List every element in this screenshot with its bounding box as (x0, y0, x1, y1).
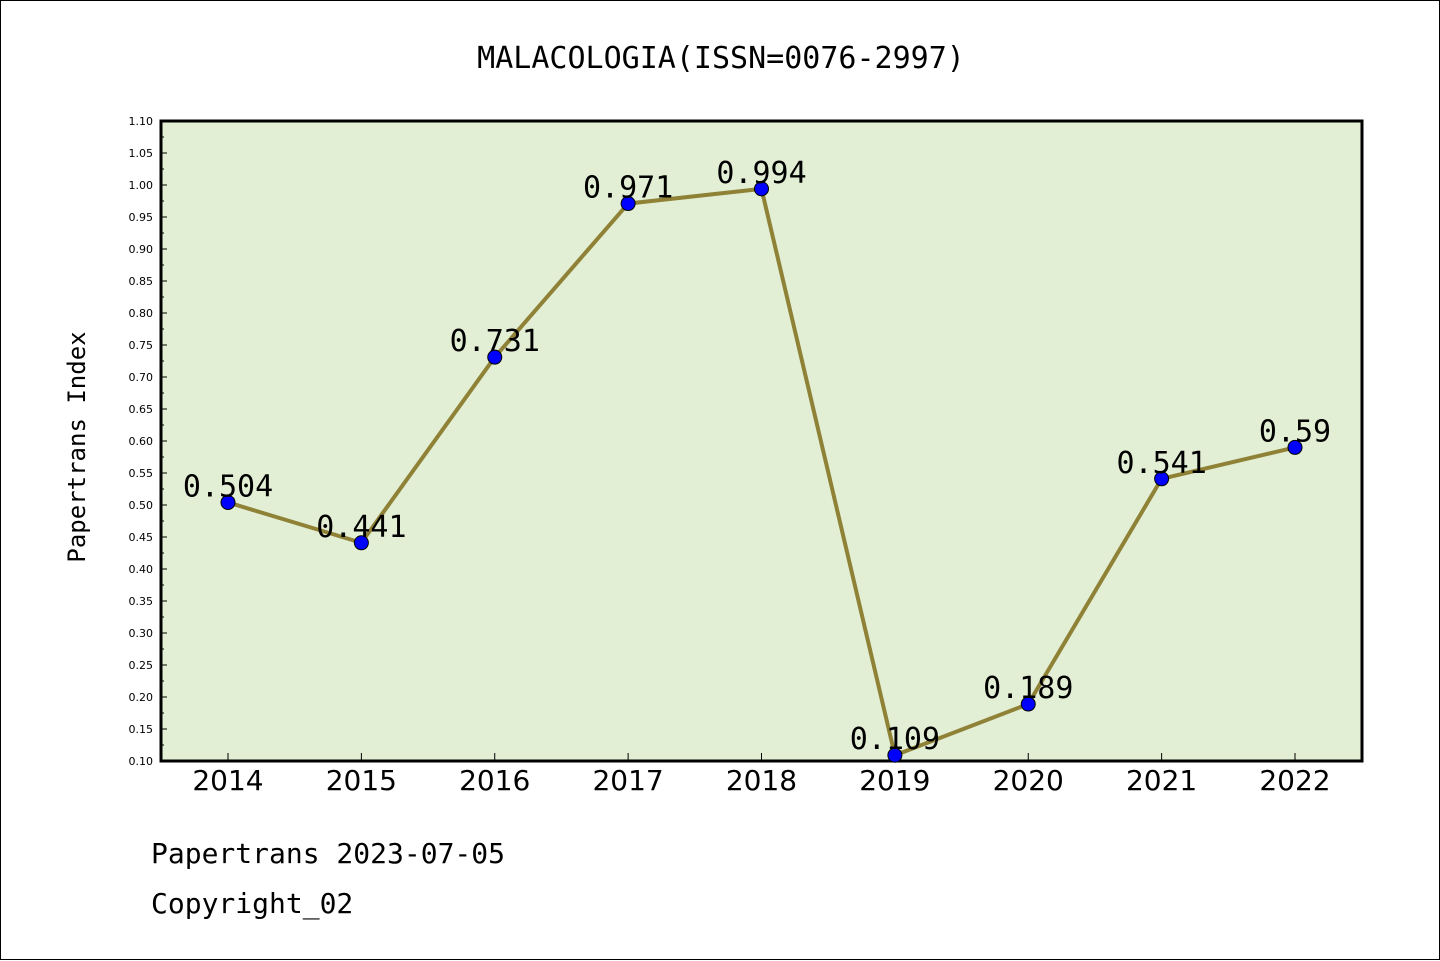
x-tick-label: 2018 (726, 764, 797, 797)
y-tick-label: 0.50 (129, 499, 154, 512)
y-tick-label: 0.60 (129, 435, 154, 448)
data-label: 0.504 (183, 469, 273, 504)
y-tick-label: 0.25 (129, 659, 154, 672)
data-point (1287, 439, 1303, 455)
y-tick-label: 0.45 (129, 531, 154, 544)
data-label: 0.731 (450, 324, 540, 359)
data-label: 0.971 (583, 171, 673, 206)
x-tick-label: 2016 (459, 764, 530, 797)
data-point (1020, 696, 1036, 712)
y-tick-label: 0.35 (129, 595, 154, 608)
y-tick-label: 0.55 (129, 467, 154, 480)
footer-copyright: Copyright_02 (151, 887, 354, 920)
data-point (220, 494, 236, 510)
data-label: 0.441 (316, 510, 406, 545)
data-label: 0.994 (716, 156, 806, 191)
y-tick-label: 1.00 (129, 179, 154, 192)
x-axis-ticks: 2014 2015 2016 2017 2018 2019 2020 2021 2022 (192, 753, 1331, 797)
data-markers (220, 181, 1303, 763)
y-tick-label: 1.10 (129, 115, 154, 128)
chart-title: MALACOLOGIA(ISSN=0076-2997) (477, 41, 965, 76)
data-label: 0.109 (850, 722, 940, 757)
y-axis-ticks: 0.10 0.15 0.20 0.25 0.30 0.35 0.40 0.45 0.50 0.55… (129, 115, 167, 768)
footer-date: Papertrans 2023-07-05 (151, 837, 506, 870)
x-tick-label: 2020 (993, 764, 1064, 797)
data-point (487, 349, 503, 365)
data-point (754, 181, 769, 197)
y-tick-label: 0.30 (129, 627, 154, 640)
x-tick-label: 2015 (326, 764, 397, 797)
x-tick-label: 2017 (592, 764, 663, 797)
data-point (620, 196, 636, 212)
y-tick-label: 0.65 (129, 403, 154, 416)
y-tick-label: 0.95 (129, 211, 154, 224)
y-axis-label: Papertrans Index (63, 331, 91, 562)
data-point (353, 535, 369, 551)
y-tick-label: 0.80 (129, 307, 154, 320)
x-tick-label: 2021 (1126, 764, 1197, 797)
y-tick-label: 0.10 (129, 755, 154, 768)
x-tick-label: 2022 (1259, 764, 1330, 797)
data-label: 0.541 (1116, 446, 1206, 481)
data-label: 0.189 (983, 671, 1073, 706)
data-labels: 0.504 0.441 0.731 0.971 0.994 0.109 0.189 0.541… (183, 156, 1331, 757)
y-tick-label: 0.85 (129, 275, 154, 288)
y-tick-label: 0.75 (129, 339, 154, 352)
y-tick-label: 0.20 (129, 691, 154, 704)
data-point (887, 747, 903, 763)
y-tick-label: 0.40 (129, 563, 154, 576)
data-label: 0.59 (1259, 414, 1331, 449)
x-tick-label: 2019 (859, 764, 930, 797)
data-point (1154, 471, 1170, 487)
x-tick-label: 2014 (192, 764, 263, 797)
y-tick-label: 0.90 (129, 243, 154, 256)
y-tick-label: 0.70 (129, 371, 154, 384)
y-tick-label: 1.05 (129, 147, 154, 160)
plot-area (159, 119, 1364, 763)
y-tick-label: 0.15 (129, 723, 154, 736)
